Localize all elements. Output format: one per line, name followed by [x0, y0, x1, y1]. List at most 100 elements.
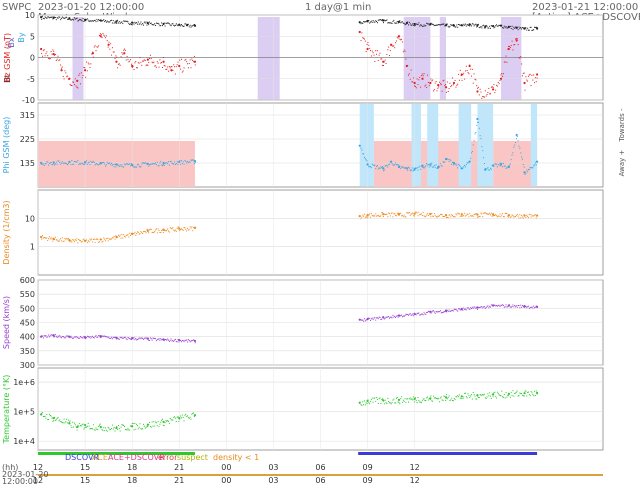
trace-speed: [132, 338, 134, 340]
trace-phi: [370, 167, 372, 169]
trace-density: [172, 227, 174, 229]
trace-density: [76, 238, 78, 240]
trace-density: [60, 238, 62, 240]
trace-density: [476, 213, 478, 215]
trace-bz: [451, 84, 453, 86]
trace-bt: [161, 22, 163, 24]
trace-bt: [86, 19, 88, 21]
trace-phi: [56, 163, 58, 165]
trace-speed: [435, 311, 437, 313]
trace-temperature: [441, 399, 443, 401]
trace-density: [387, 216, 389, 218]
trace-bt: [91, 20, 93, 22]
trace-temperature: [105, 427, 107, 429]
trace-temperature: [376, 397, 378, 399]
trace-speed: [116, 338, 118, 340]
trace-bt: [389, 22, 391, 24]
trace-phi: [453, 163, 455, 165]
trace-temperature: [160, 421, 162, 423]
trace-density: [92, 238, 94, 240]
trace-bz: [102, 33, 104, 35]
trace-temperature: [158, 426, 160, 428]
ytick-speed-3: 450: [20, 319, 35, 328]
trace-phi: [506, 167, 508, 169]
trace-speed: [174, 339, 176, 341]
trace-phi: [522, 163, 524, 165]
trace-density: [389, 213, 391, 215]
trace-bt: [457, 26, 459, 28]
trace-temperature: [519, 392, 521, 394]
trace-speed: [431, 311, 433, 313]
trace-temperature: [467, 393, 469, 395]
trace-density: [58, 240, 60, 242]
trace-phi: [92, 161, 94, 163]
trace-speed: [407, 313, 409, 315]
trace-phi: [384, 165, 386, 167]
trace-bz: [152, 62, 154, 64]
point-bz-24: [421, 77, 424, 80]
trace-bt: [431, 23, 433, 25]
trace-temperature: [66, 418, 68, 420]
trace-phi: [363, 153, 365, 155]
trace-speed: [112, 336, 114, 338]
trace-bz: [175, 66, 177, 68]
trace-density: [160, 231, 162, 233]
trace-speed: [103, 336, 105, 338]
trace-density: [133, 233, 135, 235]
point-bt-7: [146, 21, 149, 25]
trace-speed: [439, 311, 441, 313]
trace-temperature: [458, 394, 460, 396]
trace-bz: [528, 74, 530, 76]
trace-density: [532, 215, 534, 217]
trace-speed: [98, 335, 100, 337]
trace-speed: [151, 339, 153, 341]
trace-density: [372, 215, 374, 217]
trace-temperature: [385, 402, 387, 404]
trace-density: [477, 216, 479, 218]
trace-density: [405, 216, 407, 218]
trace-density: [74, 239, 76, 241]
trace-bz: [68, 78, 70, 80]
trace-speed: [399, 315, 401, 317]
trace-speed: [117, 338, 119, 340]
trace-bt: [155, 24, 157, 26]
trace-temperature: [367, 399, 369, 401]
trace-phi: [77, 160, 79, 162]
point-bz-34: [507, 47, 510, 51]
trace-phi: [529, 167, 531, 169]
trace-density: [459, 215, 461, 217]
trace-temperature: [420, 402, 422, 404]
trace-bz: [509, 46, 511, 48]
trace-temperature: [504, 397, 506, 399]
trace-phi: [430, 165, 432, 167]
trace-phi: [72, 163, 74, 165]
trace-bz: [417, 84, 419, 86]
point-temperature-18: [444, 396, 448, 399]
trace-density: [427, 214, 429, 216]
trace-phi: [445, 158, 447, 160]
trace-bz: [368, 44, 370, 46]
trace-temperature: [109, 429, 111, 431]
trace-density: [527, 215, 529, 217]
trace-phi: [424, 166, 426, 168]
trace-phi: [145, 162, 147, 164]
trace-phi: [374, 164, 376, 166]
trace-bz: [490, 86, 492, 88]
trace-bz: [363, 38, 365, 40]
trace-temperature: [428, 398, 430, 400]
trace-speed: [142, 337, 144, 339]
trace-speed: [153, 337, 155, 339]
point-bt-5: [115, 20, 118, 23]
trace-bz: [437, 87, 439, 89]
trace-bz: [391, 45, 393, 47]
trace-bt: [373, 21, 375, 23]
trace-speed: [364, 320, 366, 322]
trace-speed: [379, 316, 381, 318]
trace-phi: [125, 163, 127, 165]
trace-bt: [132, 22, 134, 24]
trace-density: [452, 215, 454, 217]
trace-density: [478, 216, 480, 218]
trace-bz: [415, 87, 417, 89]
trace-bz: [45, 53, 47, 55]
trace-speed: [414, 313, 416, 315]
